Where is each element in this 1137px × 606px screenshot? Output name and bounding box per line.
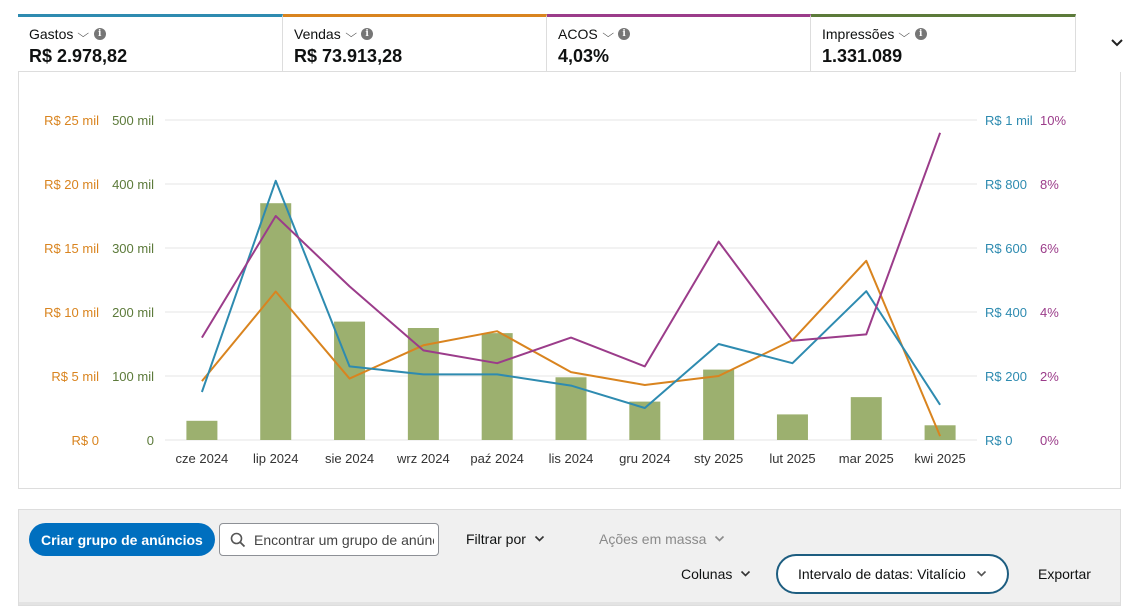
bar-impressoes	[850, 397, 882, 440]
left-outer-tick-label: R$ 10 mil	[44, 305, 99, 320]
chevron-down-icon[interactable]: ⌵	[898, 27, 911, 40]
columns-dropdown[interactable]: Colunas	[681, 566, 751, 582]
left-outer-tick-label: R$ 0	[72, 433, 99, 448]
left-inner-tick-label: 400 mil	[112, 177, 154, 192]
left-outer-tick-label: R$ 5 mil	[51, 369, 99, 384]
metric-card-gastos[interactable]: Gastos ⌵ i R$ 2.978,82	[18, 14, 283, 72]
info-icon[interactable]: i	[361, 28, 374, 40]
info-icon[interactable]: i	[914, 28, 927, 40]
right-outer-tick-label: 6%	[1040, 241, 1059, 256]
search-box[interactable]	[219, 523, 439, 556]
bulk-actions-dropdown[interactable]: Ações em massa	[599, 531, 725, 547]
info-icon[interactable]: i	[93, 28, 106, 40]
chevron-down-icon	[715, 535, 725, 542]
export-button[interactable]: Exportar	[1038, 566, 1091, 582]
x-tick-label: lis 2024	[549, 451, 594, 466]
metric-value: 1.331.089	[822, 46, 903, 66]
x-tick-label: sie 2024	[325, 451, 374, 466]
line-vendas	[201, 259, 942, 437]
right-outer-tick-label: 10%	[1040, 113, 1066, 128]
filter-dropdown[interactable]: Filtrar por	[466, 531, 545, 547]
left-outer-tick-label: R$ 15 mil	[44, 241, 99, 256]
chevron-down-icon[interactable]: ⌵	[345, 27, 357, 40]
x-tick-label: wrz 2024	[396, 451, 450, 466]
export-label: Exportar	[1038, 566, 1091, 582]
search-icon	[230, 532, 246, 547]
x-tick-label: sty 2025	[694, 451, 743, 466]
metric-label: Gastos	[29, 26, 74, 42]
metric-card-acos[interactable]: ACOS ⌵ i 4,03%	[547, 14, 811, 72]
line-gastos	[200, 179, 941, 409]
right-inner-tick-label: R$ 600	[985, 241, 1027, 256]
metric-card-impressoes[interactable]: Impressões ⌵ i 1.331.089	[811, 14, 1076, 72]
bar-impressoes	[924, 425, 956, 440]
performance-chart: R$ 0 0 R$ 0 0% R$ 5 mil 100 mil R$ 200 2% R$ 10 …	[18, 72, 1121, 489]
expand-metrics-button[interactable]	[1095, 14, 1137, 72]
bar-impressoes	[481, 333, 513, 440]
info-icon[interactable]: i	[618, 28, 631, 40]
right-outer-tick-label: 2%	[1040, 369, 1059, 384]
chevron-down-icon[interactable]: ⌵	[77, 27, 90, 40]
metric-label: ACOS	[558, 26, 598, 42]
x-tick-label: lip 2024	[253, 451, 299, 466]
columns-label: Colunas	[681, 566, 733, 582]
metric-value: 4,03%	[558, 46, 610, 66]
right-inner-tick-label: R$ 400	[985, 305, 1027, 320]
date-range-dropdown[interactable]: Intervalo de datas: Vitalício	[776, 554, 1009, 594]
chevron-down-icon	[1111, 39, 1123, 47]
right-inner-tick-label: R$ 0	[985, 433, 1012, 448]
line-acos	[201, 132, 942, 368]
metric-label: Vendas	[294, 26, 341, 42]
x-tick-label: cze 2024	[176, 451, 229, 466]
bar-impressoes	[186, 420, 218, 440]
search-input[interactable]	[254, 531, 434, 548]
left-inner-tick-label: 500 mil	[112, 113, 154, 128]
bar-impressoes	[776, 414, 808, 440]
x-tick-label: kwi 2025	[914, 451, 965, 466]
bar-impressoes	[407, 328, 439, 440]
left-inner-tick-label: 0	[147, 433, 154, 448]
left-inner-tick-label: 300 mil	[112, 241, 154, 256]
table-header-strip	[19, 602, 1120, 605]
create-ad-group-button[interactable]: Criar grupo de anúncios	[29, 523, 215, 556]
right-inner-tick-label: R$ 200	[985, 369, 1027, 384]
metric-card-vendas[interactable]: Vendas ⌵ i R$ 73.913,28	[283, 14, 547, 72]
metric-cards: Gastos ⌵ i R$ 2.978,82 Vendas ⌵ i R$ 73.…	[18, 14, 1123, 72]
x-tick-label: paź 2024	[470, 451, 524, 466]
metric-value: R$ 73.913,28	[294, 46, 403, 66]
left-outer-tick-label: R$ 20 mil	[44, 177, 99, 192]
right-outer-tick-label: 0%	[1040, 433, 1059, 448]
metric-value: R$ 2.978,82	[29, 46, 128, 66]
ad-groups-toolbar: Criar grupo de anúncios Filtrar por Açõe…	[18, 509, 1121, 606]
left-outer-tick-label: R$ 25 mil	[44, 113, 99, 128]
filter-label: Filtrar por	[466, 531, 526, 547]
bar-impressoes	[703, 369, 735, 440]
bulk-actions-label: Ações em massa	[599, 531, 707, 547]
bar-impressoes	[260, 203, 292, 440]
x-tick-label: gru 2024	[619, 451, 670, 466]
x-tick-label: mar 2025	[839, 451, 894, 466]
chevron-down-icon[interactable]: ⌵	[602, 27, 614, 40]
right-outer-tick-label: 8%	[1040, 177, 1059, 192]
date-range-label: Intervalo de datas: Vitalício	[798, 566, 966, 582]
left-inner-tick-label: 100 mil	[112, 369, 154, 384]
metric-label: Impressões	[822, 26, 895, 42]
chevron-down-icon	[976, 570, 986, 577]
right-inner-tick-label: R$ 1 mil	[985, 113, 1033, 128]
bar-impressoes	[555, 377, 587, 440]
left-inner-tick-label: 200 mil	[112, 305, 154, 320]
right-outer-tick-label: 4%	[1040, 305, 1059, 320]
chevron-down-icon	[741, 570, 751, 577]
chart-canvas: R$ 0 0 R$ 0 0% R$ 5 mil 100 mil R$ 200 2% R$ 10 …	[44, 113, 1066, 466]
chevron-down-icon	[534, 535, 544, 542]
right-inner-tick-label: R$ 800	[985, 177, 1027, 192]
x-tick-label: lut 2025	[769, 451, 815, 466]
